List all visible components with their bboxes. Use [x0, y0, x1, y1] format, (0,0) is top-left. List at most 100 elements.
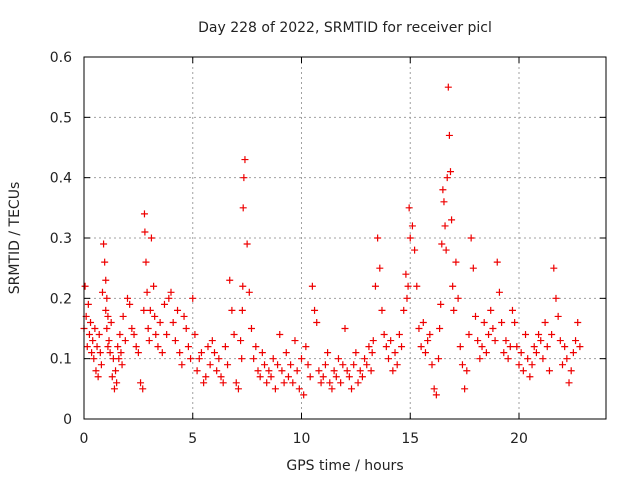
data-point	[554, 312, 562, 320]
data-point	[428, 361, 436, 369]
data-point	[576, 343, 584, 351]
data-point	[137, 379, 145, 387]
chart-title: Day 228 of 2022, SRMTID for receiver pic…	[198, 20, 492, 36]
data-point	[115, 355, 123, 363]
data-point	[147, 234, 155, 242]
data-point	[330, 367, 338, 375]
data-point	[328, 385, 336, 393]
data-point	[461, 385, 469, 393]
data-point	[526, 373, 534, 381]
data-point	[191, 331, 199, 339]
data-point	[167, 288, 175, 296]
data-point	[298, 355, 305, 363]
data-point	[361, 355, 369, 363]
data-point	[421, 349, 429, 357]
data-point	[267, 373, 275, 381]
x-tick-label: 0	[80, 431, 89, 447]
y-tick-label: 0.5	[50, 110, 72, 126]
data-point	[224, 361, 232, 369]
data-point	[565, 379, 573, 387]
data-point	[238, 355, 246, 363]
data-point	[112, 367, 120, 375]
data-point	[165, 294, 173, 302]
data-point	[92, 367, 100, 375]
data-point	[193, 367, 201, 375]
data-point	[472, 312, 479, 320]
data-point	[116, 331, 124, 339]
data-point	[444, 83, 452, 91]
data-point	[293, 367, 301, 375]
data-point	[221, 343, 229, 351]
data-point	[254, 367, 262, 375]
data-point	[332, 373, 340, 381]
data-point	[118, 361, 126, 369]
data-point	[385, 355, 392, 363]
data-point	[402, 270, 410, 278]
data-point	[313, 318, 321, 326]
data-point	[145, 337, 153, 345]
data-point	[126, 300, 134, 308]
data-point	[142, 258, 150, 266]
data-point	[287, 361, 295, 369]
data-point	[151, 312, 159, 320]
data-point	[450, 306, 458, 314]
data-point	[103, 325, 111, 332]
data-point	[405, 204, 413, 212]
data-point	[119, 312, 127, 320]
data-point	[150, 282, 158, 290]
data-point	[442, 246, 450, 254]
y-axis-label: SRMTID / TECUs	[7, 182, 23, 295]
data-point	[435, 355, 443, 363]
data-point	[121, 337, 129, 345]
data-point	[258, 349, 266, 357]
data-point	[88, 349, 96, 357]
data-point	[480, 318, 488, 326]
data-point	[398, 343, 406, 351]
data-point	[415, 325, 423, 332]
data-point	[476, 355, 484, 363]
data-point	[252, 343, 260, 351]
data-point	[247, 325, 255, 332]
data-point	[106, 349, 114, 357]
data-point	[213, 367, 221, 375]
data-point	[438, 240, 446, 248]
data-point	[358, 373, 366, 381]
data-point	[103, 294, 111, 302]
data-point	[81, 282, 89, 290]
data-point	[465, 331, 473, 339]
axis-ticks: 0 0.1 0.2 0.3 0.4 0.5 0.6 0 5 10 15 20	[50, 50, 606, 447]
data-point	[197, 349, 205, 357]
data-point	[139, 385, 147, 393]
data-point	[343, 367, 351, 375]
data-point	[140, 306, 148, 314]
data-point	[215, 355, 223, 363]
data-point	[436, 325, 444, 332]
data-point	[163, 331, 171, 339]
data-point	[403, 294, 411, 302]
data-point	[289, 379, 297, 387]
data-point	[350, 361, 358, 369]
data-point	[440, 198, 448, 206]
data-point	[524, 355, 532, 363]
data-point	[439, 186, 447, 194]
data-point	[85, 331, 93, 339]
data-point	[389, 367, 397, 375]
data-point	[95, 331, 103, 339]
y-tick-label: 0	[63, 412, 72, 428]
data-point	[200, 379, 208, 387]
data-point	[363, 361, 371, 369]
data-point	[276, 331, 284, 339]
x-tick-label: 10	[293, 431, 311, 447]
data-point	[152, 331, 160, 339]
data-point	[176, 349, 184, 357]
data-point	[304, 361, 312, 369]
data-point	[539, 355, 547, 363]
data-point	[376, 264, 384, 272]
data-point	[217, 373, 225, 381]
data-point	[502, 337, 510, 345]
data-point	[354, 379, 362, 387]
data-point	[219, 379, 227, 387]
data-point	[84, 300, 92, 308]
data-point	[368, 349, 376, 357]
